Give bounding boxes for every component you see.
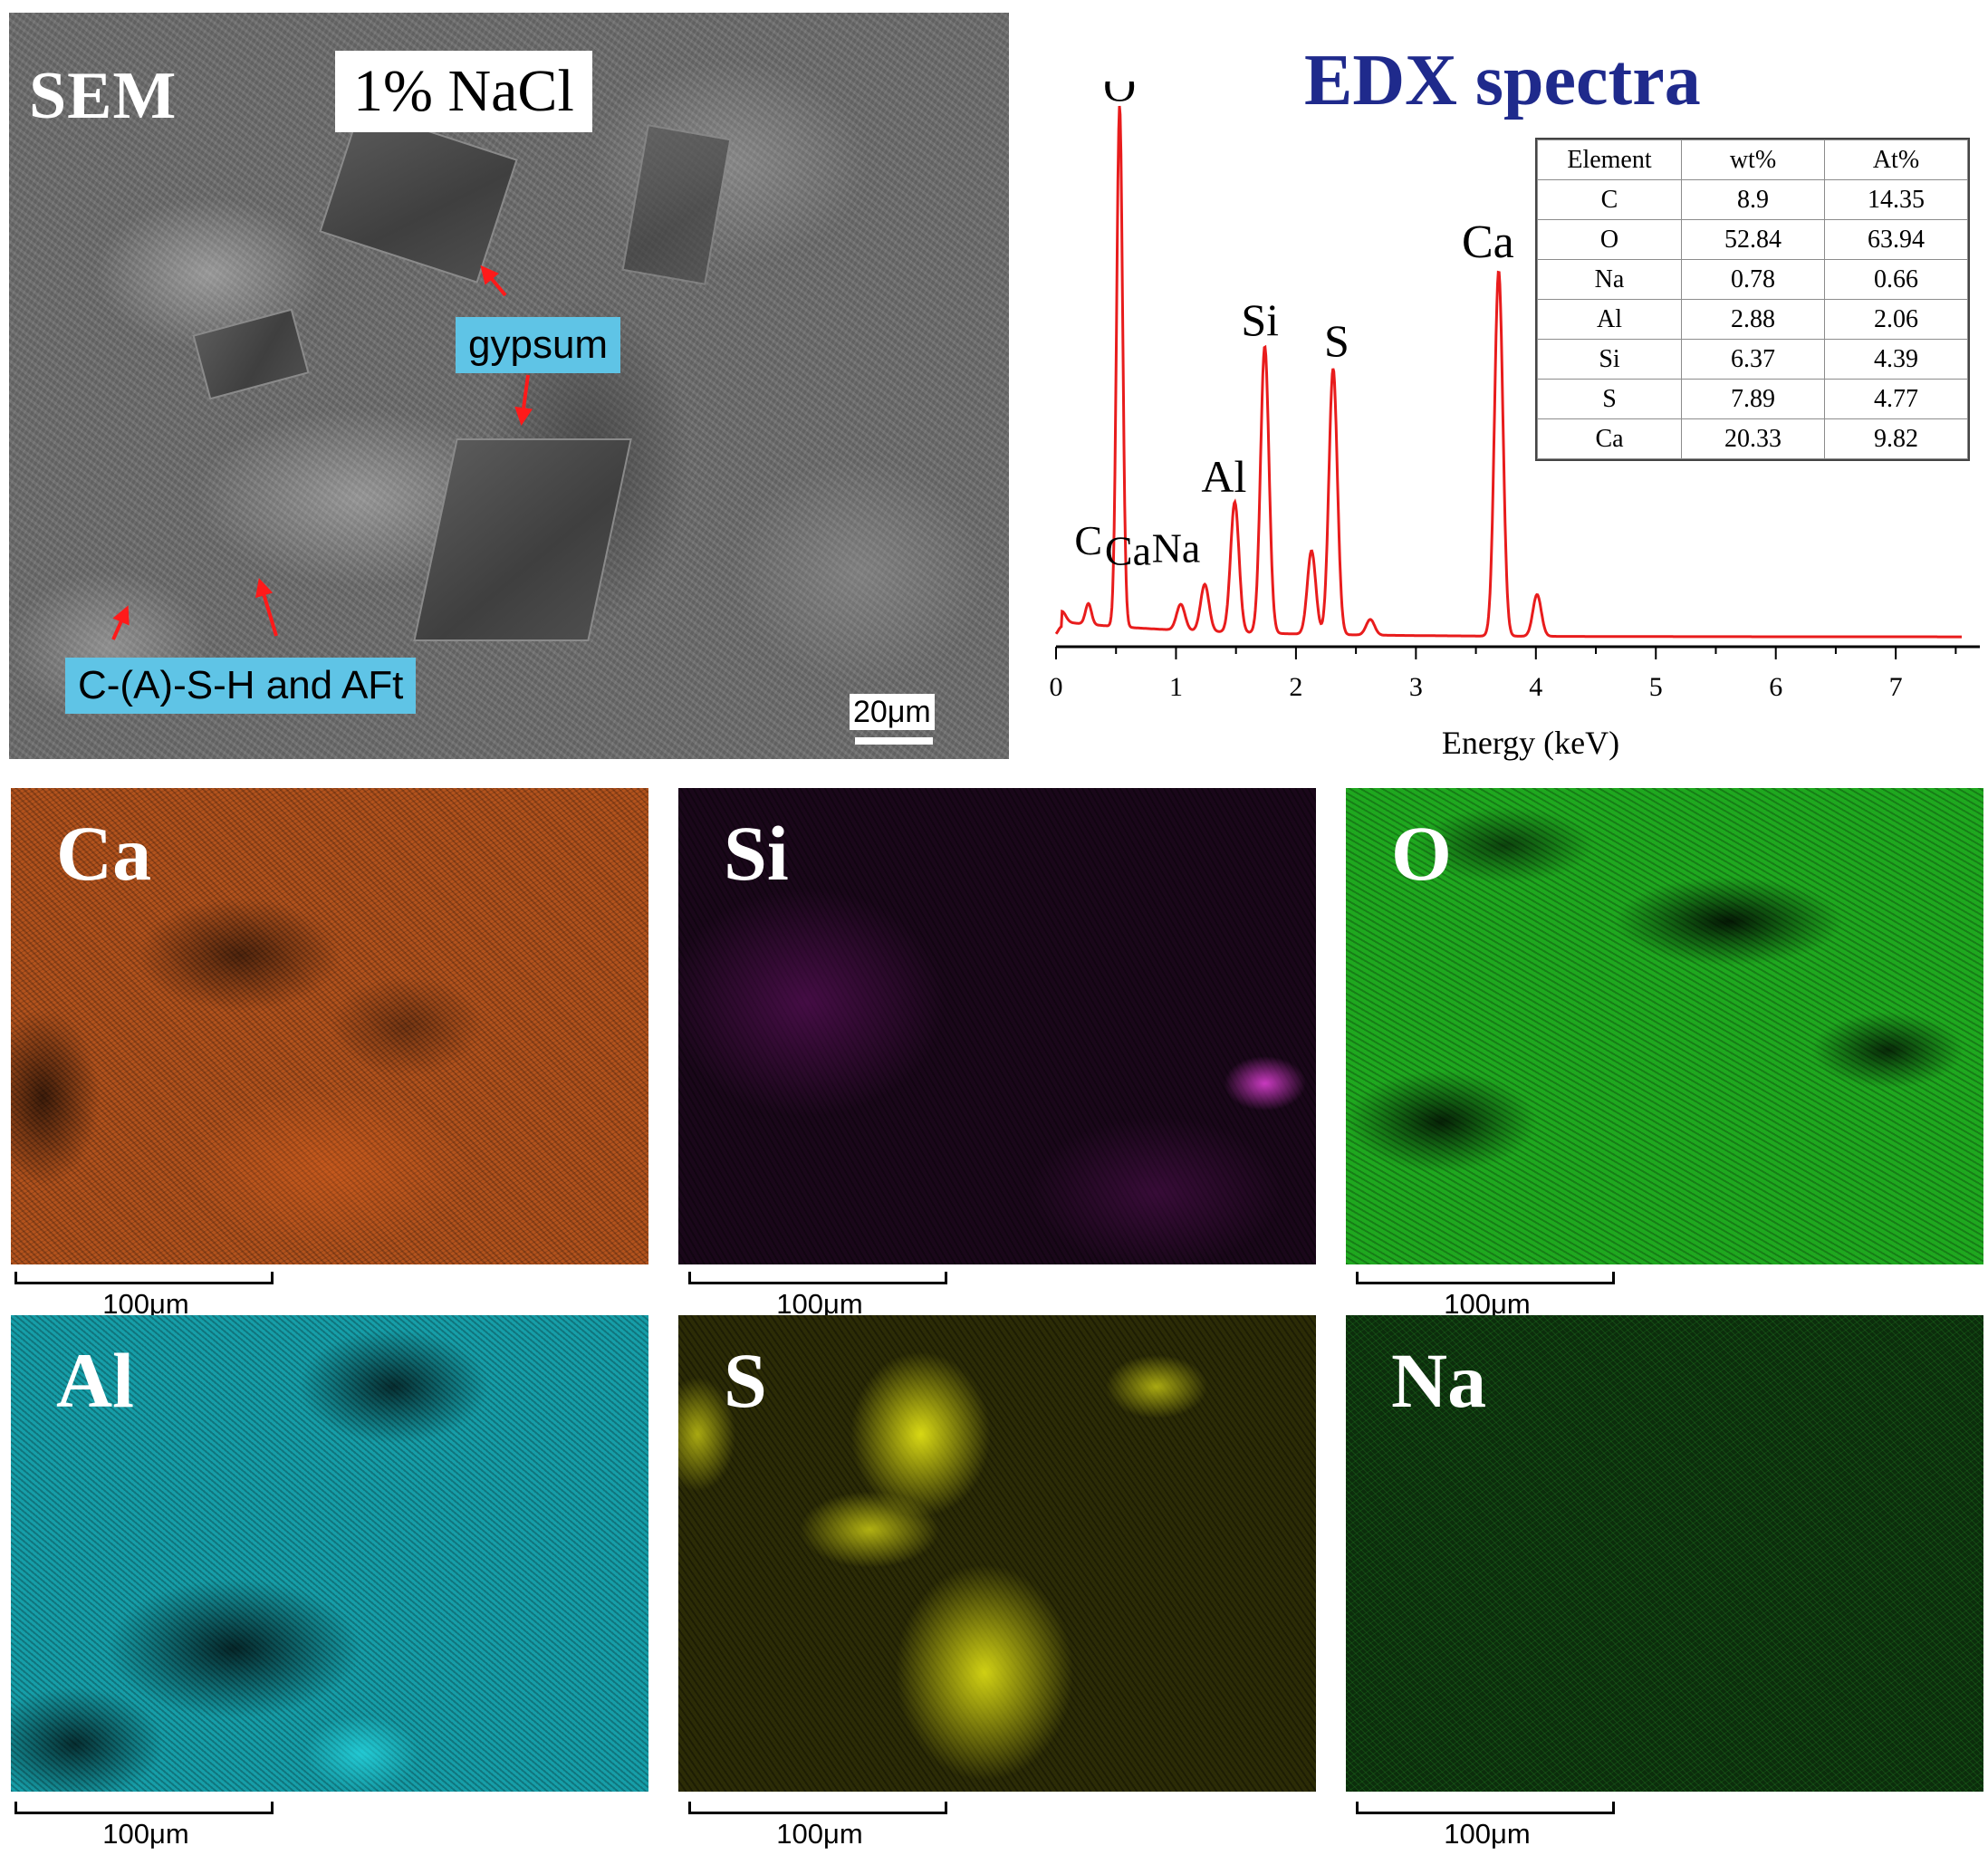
edx-peak-label: Ca: [1462, 216, 1514, 268]
o-map-scalebar: 100μm: [1356, 1272, 1618, 1335]
cell-element: C: [1537, 179, 1682, 220]
scalebar-line: [1356, 1802, 1615, 1814]
table-row: C 8.9 14.35: [1537, 179, 1968, 220]
si-map-label: Si: [724, 810, 789, 897]
sem-scalebar-bar: [855, 737, 933, 745]
ca-map: Ca: [11, 788, 648, 1264]
csh-arrow-1: [111, 605, 130, 640]
ca-map-scalebar: 100μm: [14, 1272, 277, 1335]
edx-x-tick-label: 6: [1769, 672, 1782, 702]
cell-at: 4.39: [1824, 339, 1968, 380]
na-map-label: Na: [1391, 1337, 1487, 1424]
edx-spectrum-line: [1054, 105, 1962, 639]
cell-wt: 20.33: [1681, 418, 1825, 459]
cell-at: 63.94: [1824, 219, 1968, 260]
cell-element: O: [1537, 219, 1682, 260]
cell-at: 2.06: [1824, 299, 1968, 340]
scalebar-line: [688, 1272, 947, 1284]
edx-peak-label: S: [1324, 315, 1349, 366]
table-row: Si 6.37 4.39: [1537, 339, 1968, 380]
al-map-scalebar: 100μm: [14, 1802, 277, 1865]
gypsum-arrow-1: [480, 264, 507, 297]
csh-aft-label: C-(A)-S-H and AFt: [65, 658, 417, 714]
edx-peak-label: Si: [1241, 294, 1279, 345]
edx-x-tick-label: 7: [1889, 672, 1903, 702]
edx-peak-label: O: [1103, 82, 1136, 111]
scalebar-line: [688, 1802, 947, 1814]
s-map-scalebar: 100μm: [688, 1802, 951, 1865]
edx-title: EDX spectra: [1304, 41, 1701, 120]
scalebar-label: 100μm: [776, 1818, 863, 1850]
scalebar-label: 100μm: [776, 1288, 863, 1320]
header-wt: wt%: [1681, 139, 1825, 180]
cell-wt: 2.88: [1681, 299, 1825, 340]
cell-wt: 6.37: [1681, 339, 1825, 380]
edx-x-tick-label: 1: [1169, 672, 1183, 702]
cell-at: 0.66: [1824, 259, 1968, 300]
scalebar-label: 100μm: [1444, 1288, 1531, 1320]
edx-x-tick-label: 3: [1409, 672, 1423, 702]
table-row: O 52.84 63.94: [1537, 219, 1968, 260]
edx-axes: [1055, 645, 1980, 659]
al-map: Al: [11, 1315, 648, 1792]
cell-element: Si: [1537, 339, 1682, 380]
gypsum-arrow-2: [514, 374, 533, 426]
sample-label: 1% NaCl: [335, 51, 592, 132]
edx-peak-label: C: [1074, 517, 1102, 563]
cell-wt: 7.89: [1681, 379, 1825, 419]
sem-scalebar-label: 20μm: [850, 694, 935, 730]
edx-peak-label: Al: [1201, 451, 1246, 502]
edx-peak-label: Na: [1152, 525, 1201, 572]
o-map: O: [1346, 788, 1983, 1264]
edx-x-tick-label: 2: [1289, 672, 1302, 702]
cell-element: Al: [1537, 299, 1682, 340]
edx-x-tick-label: 0: [1050, 672, 1063, 702]
table-row: Ca 20.33 9.82: [1537, 418, 1968, 459]
edx-peak-label: Ca: [1105, 528, 1151, 574]
cell-wt: 8.9: [1681, 179, 1825, 220]
csh-arrow-2: [255, 578, 278, 637]
cell-at: 9.82: [1824, 418, 1968, 459]
scalebar-label: 100μm: [1444, 1818, 1531, 1850]
table-header-row: Element wt% At%: [1537, 139, 1968, 180]
table-row: S 7.89 4.77: [1537, 379, 1968, 419]
edx-x-tick-label: 5: [1649, 672, 1663, 702]
gypsum-label: gypsum: [456, 317, 621, 373]
na-map-scalebar: 100μm: [1356, 1802, 1618, 1865]
scalebar-line: [14, 1272, 274, 1284]
scalebar-line: [1356, 1272, 1615, 1284]
scalebar-label: 100μm: [102, 1288, 189, 1320]
edx-x-axis-label: Energy (keV): [1442, 725, 1619, 761]
sem-title: SEM: [29, 59, 178, 133]
edx-composition-table: Element wt% At% C 8.9 14.35 O 52.84 63.94 Na 0.…: [1535, 138, 1970, 461]
na-map: Na: [1346, 1315, 1983, 1792]
annotation-arrows: [111, 264, 533, 640]
s-map-label: S: [724, 1337, 767, 1424]
sem-image: SEM 1% NaCl gypsum C-(A)-S-H and AFt 20μ…: [9, 13, 1009, 759]
scalebar-line: [14, 1802, 274, 1814]
header-element: Element: [1537, 139, 1682, 180]
cell-element: S: [1537, 379, 1682, 419]
o-map-label: O: [1391, 810, 1452, 897]
scalebar-label: 100μm: [102, 1818, 189, 1850]
cell-wt: 0.78: [1681, 259, 1825, 300]
si-map: Si: [678, 788, 1316, 1264]
table-row: Na 0.78 0.66: [1537, 259, 1968, 300]
cell-wt: 52.84: [1681, 219, 1825, 260]
s-map: S: [678, 1315, 1316, 1792]
header-at: At%: [1824, 139, 1968, 180]
ca-map-label: Ca: [56, 810, 152, 897]
cell-element: Ca: [1537, 418, 1682, 459]
cell-element: Na: [1537, 259, 1682, 300]
sem-scalebar: 20μm: [850, 694, 935, 745]
al-map-label: Al: [56, 1337, 134, 1424]
si-map-scalebar: 100μm: [688, 1272, 951, 1335]
cell-at: 4.77: [1824, 379, 1968, 419]
edx-x-tick-label: 4: [1529, 672, 1542, 702]
table-row: Al 2.88 2.06: [1537, 299, 1968, 340]
edx-tick-labels: 0 1 2 3 4 5 6 7: [1050, 672, 1903, 702]
cell-at: 14.35: [1824, 179, 1968, 220]
